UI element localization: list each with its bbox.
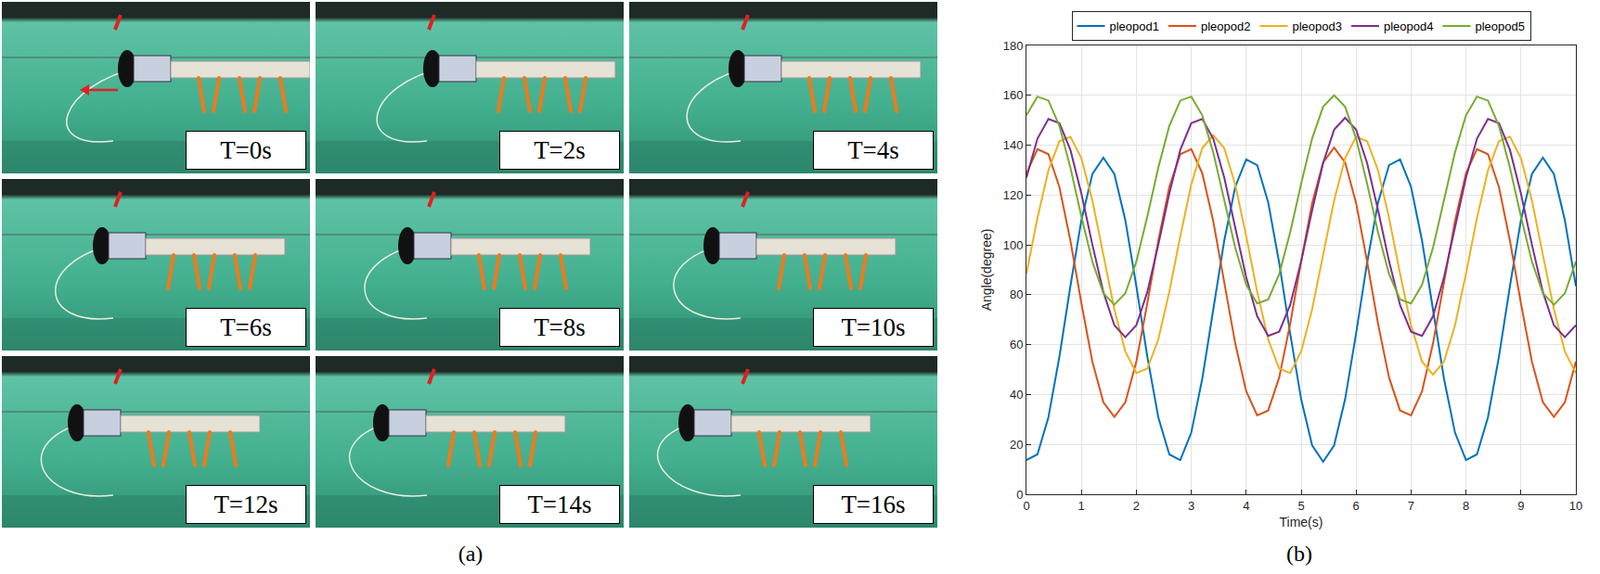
svg-text:pleopod2: pleopod2 xyxy=(1200,19,1252,34)
svg-text:4: 4 xyxy=(1242,499,1250,514)
svg-text:Angle(degree): Angle(degree) xyxy=(979,229,994,312)
svg-text:20: 20 xyxy=(1009,438,1023,452)
svg-text:3: 3 xyxy=(1187,499,1195,514)
html-text:T=14s: T=14s xyxy=(527,490,592,519)
svg-text:0: 0 xyxy=(1022,499,1030,514)
svg-text:pleopod5: pleopod5 xyxy=(1475,19,1526,34)
html-text:T=0s: T=0s xyxy=(220,136,272,165)
svg-text:160: 160 xyxy=(1003,88,1024,103)
svg-text:8: 8 xyxy=(1462,499,1470,514)
svg-text:60: 60 xyxy=(1009,337,1023,352)
svg-text:2: 2 xyxy=(1133,499,1140,514)
svg-text:pleopod3: pleopod3 xyxy=(1292,19,1343,34)
svg-text:pleopod4: pleopod4 xyxy=(1383,19,1434,34)
svg-text:80: 80 xyxy=(1009,287,1023,302)
html-text:T=10s: T=10s xyxy=(841,313,906,342)
html-text:T=4s: T=4s xyxy=(847,136,900,165)
svg-text:Time(s): Time(s) xyxy=(1279,515,1324,530)
html-text:T=8s: T=8s xyxy=(533,313,586,342)
svg-text:100: 100 xyxy=(1003,238,1024,253)
svg-text:120: 120 xyxy=(1003,188,1024,203)
svg-text:9: 9 xyxy=(1517,499,1524,514)
html-text:T=12s: T=12s xyxy=(213,490,279,519)
html-text:T=6s: T=6s xyxy=(220,313,272,342)
svg-text:40: 40 xyxy=(1009,387,1023,402)
svg-text:140: 140 xyxy=(1003,138,1024,153)
svg-text:180: 180 xyxy=(1003,38,1024,53)
svg-text:10: 10 xyxy=(1569,499,1583,514)
svg-text:1: 1 xyxy=(1078,499,1085,514)
svg-text:7: 7 xyxy=(1407,499,1415,514)
html-text:T=2s: T=2s xyxy=(533,136,586,165)
svg-text:pleopod1: pleopod1 xyxy=(1109,19,1161,34)
svg-text:6: 6 xyxy=(1353,499,1360,514)
html-text:(a): (a) xyxy=(458,541,483,567)
svg-text:0: 0 xyxy=(1016,488,1023,503)
svg-text:5: 5 xyxy=(1297,499,1304,514)
html-text:T=16s: T=16s xyxy=(841,490,906,519)
html-text:(b): (b) xyxy=(1286,541,1313,567)
